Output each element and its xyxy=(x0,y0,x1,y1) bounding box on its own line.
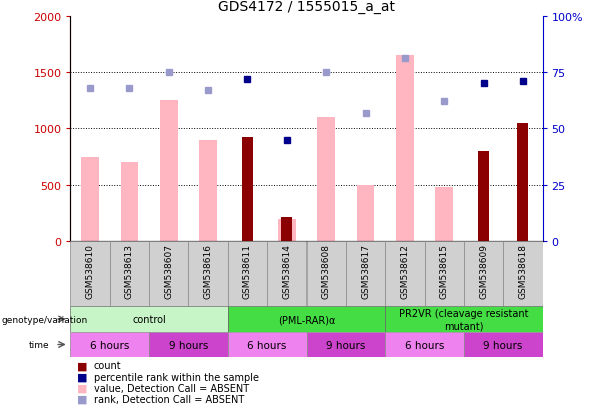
Text: GSM538607: GSM538607 xyxy=(164,244,173,299)
Text: percentile rank within the sample: percentile rank within the sample xyxy=(94,372,259,382)
Text: PR2VR (cleavage resistant
mutant): PR2VR (cleavage resistant mutant) xyxy=(399,309,528,330)
Bar xyxy=(464,242,503,306)
Bar xyxy=(478,152,489,242)
Text: control: control xyxy=(132,314,166,325)
Text: ■: ■ xyxy=(77,383,87,393)
Bar xyxy=(396,56,414,242)
Text: value, Detection Call = ABSENT: value, Detection Call = ABSENT xyxy=(94,383,249,393)
Bar xyxy=(149,332,228,357)
Bar xyxy=(228,332,306,357)
Text: rank, Detection Call = ABSENT: rank, Detection Call = ABSENT xyxy=(94,394,244,404)
Bar xyxy=(281,218,292,242)
Bar xyxy=(318,118,335,242)
Bar xyxy=(385,332,464,357)
Bar xyxy=(70,306,228,332)
Bar xyxy=(228,242,267,306)
Text: ■: ■ xyxy=(77,372,87,382)
Bar xyxy=(70,332,149,357)
Bar xyxy=(82,157,99,242)
Text: GSM538615: GSM538615 xyxy=(440,244,449,299)
Text: 9 hours: 9 hours xyxy=(169,340,208,350)
Text: GSM538613: GSM538613 xyxy=(125,244,134,299)
Text: 6 hours: 6 hours xyxy=(248,340,287,350)
Text: GSM538614: GSM538614 xyxy=(283,244,291,298)
Bar xyxy=(464,332,543,357)
Bar xyxy=(149,242,189,306)
Text: 6 hours: 6 hours xyxy=(405,340,444,350)
Bar xyxy=(121,163,139,242)
Text: GSM538618: GSM538618 xyxy=(519,244,527,299)
Bar xyxy=(189,242,228,306)
Text: GSM538616: GSM538616 xyxy=(204,244,213,299)
Bar xyxy=(242,138,253,242)
Bar xyxy=(267,242,306,306)
Text: GSM538609: GSM538609 xyxy=(479,244,488,299)
Bar xyxy=(517,123,528,242)
Bar xyxy=(70,242,110,306)
Text: ■: ■ xyxy=(77,394,87,404)
Text: 9 hours: 9 hours xyxy=(484,340,523,350)
Bar xyxy=(160,101,178,242)
Text: time: time xyxy=(29,340,50,349)
Bar xyxy=(199,140,217,242)
Bar xyxy=(357,185,375,242)
Text: count: count xyxy=(94,361,121,370)
Bar xyxy=(306,332,385,357)
Text: genotype/variation: genotype/variation xyxy=(1,315,88,324)
Text: GSM538610: GSM538610 xyxy=(86,244,94,299)
Text: 6 hours: 6 hours xyxy=(90,340,129,350)
Bar xyxy=(306,242,346,306)
Title: GDS4172 / 1555015_a_at: GDS4172 / 1555015_a_at xyxy=(218,0,395,14)
Bar xyxy=(503,242,543,306)
Bar xyxy=(228,306,385,332)
Bar xyxy=(346,242,385,306)
Bar xyxy=(435,188,453,242)
Bar xyxy=(424,242,464,306)
Bar xyxy=(385,242,424,306)
Bar xyxy=(385,306,543,332)
Text: (PML-RAR)α: (PML-RAR)α xyxy=(278,314,335,325)
Text: 9 hours: 9 hours xyxy=(326,340,365,350)
Text: GSM538608: GSM538608 xyxy=(322,244,330,299)
Bar xyxy=(278,219,295,242)
Text: GSM538617: GSM538617 xyxy=(361,244,370,299)
Text: GSM538612: GSM538612 xyxy=(400,244,409,298)
Text: GSM538611: GSM538611 xyxy=(243,244,252,299)
Bar xyxy=(110,242,149,306)
Text: ■: ■ xyxy=(77,361,87,370)
